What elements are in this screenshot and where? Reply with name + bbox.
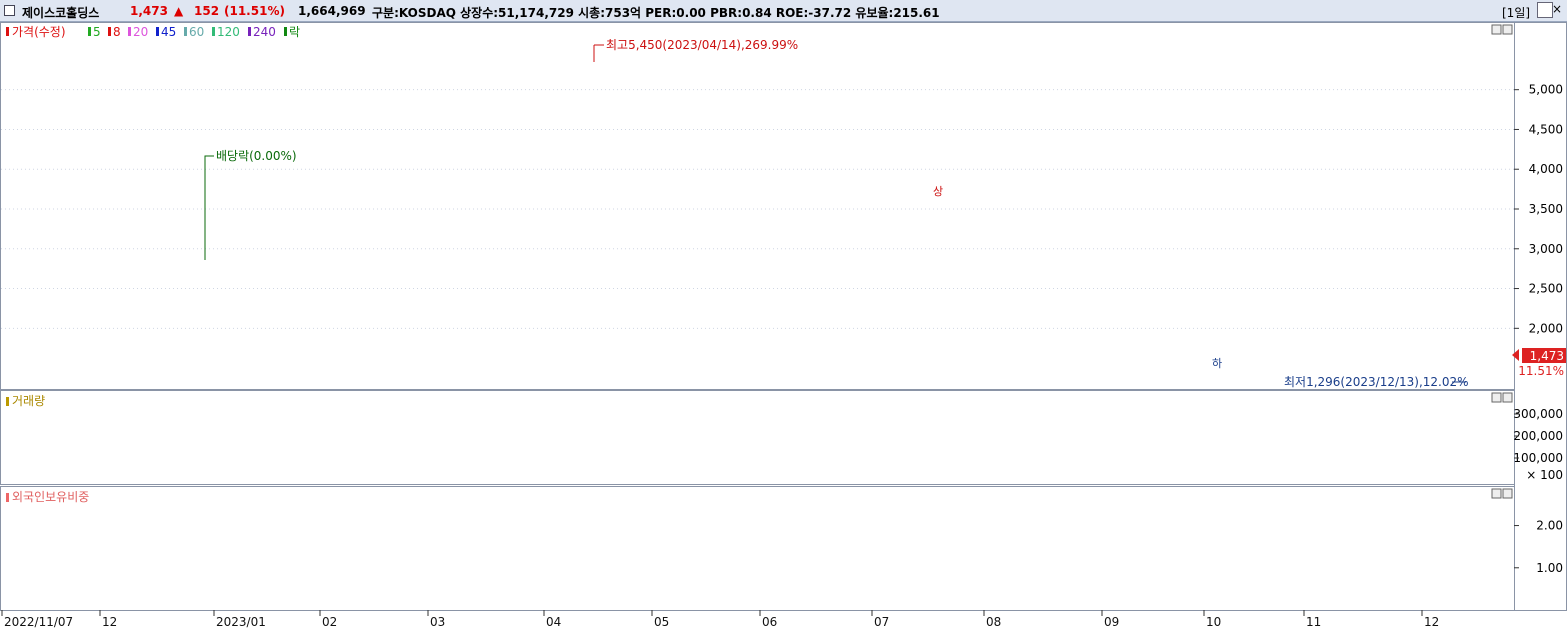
y-tick-label: 2,500 [1529,282,1563,296]
last-pct-label: 11.51% [1518,364,1564,378]
x-tick-label: 2023/01 [216,615,266,629]
legend-price: 가격(수정) [12,25,66,39]
foreign-tick-label: 2.00 [1536,519,1563,533]
select-checkbox[interactable] [4,5,15,16]
x-tick-label: 11 [1306,615,1321,629]
y-tick-label: 3,500 [1529,202,1563,216]
y-axis-area [1514,22,1567,611]
legend-ma: 120 [217,25,240,39]
volume-unit: × 100 [1526,468,1563,482]
panel-control-button [1502,392,1513,403]
stock-chart[interactable]: 2,000 2,500 3,000 3,500 4,000 4,500 5,000 100,0… [0,22,1567,630]
volume-tick-label: 300,000 [1513,407,1563,421]
stock-name[interactable]: 제이스코홀딩스 [22,6,100,20]
legend-marker [108,27,111,36]
legend-ma: 20 [133,25,148,39]
text-layer: 가격(수정) 5 8 20 45 60 120 240 락최고5,450(2023/04/14)… [6,25,1566,504]
change-arrow-icon: ▲ [174,4,184,18]
stock-info: 구분:KOSDAQ 상장수:51,174,729 시총:753억 PER:0.0… [372,6,940,20]
legend-marker [6,27,9,36]
y-tick-label: 4,000 [1529,162,1563,176]
legend-marker [184,27,187,36]
x-tick-label: 12 [1424,615,1439,629]
dividend-annotation: 배당락(0.00%) [216,149,297,163]
x-tick-label: 04 [546,615,561,629]
legend-marker [284,27,287,36]
dividend-pointer [204,155,214,260]
volume-tick-label: 200,000 [1513,429,1563,443]
legend-marker [128,27,131,36]
y-tick-label: 2,000 [1529,321,1563,335]
legend-marker [156,27,159,36]
panel-control-button [1491,488,1502,499]
low-annotation: 최저1,296(2023/12/13),12.02% [1284,375,1469,389]
x-tick-label: 09 [1104,615,1119,629]
y-tick-label: 4,500 [1529,122,1563,136]
x-tick-label: 03 [430,615,445,629]
panel-frame [0,22,1515,390]
last-price-arrow [1512,349,1519,361]
x-tick-label: 07 [874,615,889,629]
upper-limit-mark: 상 [933,185,943,198]
panel-control-button [1491,24,1502,35]
legend-ma: 8 [113,25,121,39]
legend-marker [6,397,9,406]
foreign-tick-label: 1.00 [1536,561,1563,575]
legend-ma: 60 [189,25,204,39]
panel-control-button [1502,24,1513,35]
volume-tick-label: 100,000 [1513,451,1563,465]
close-icon[interactable]: × [1552,2,1563,16]
current-price: 1,473 [130,4,168,18]
legend-marker [6,493,9,502]
legend-ma: 45 [161,25,176,39]
window-button[interactable] [1537,2,1553,18]
x-tick-label: 06 [762,615,777,629]
axis-layer: 2,000 2,500 3,000 3,500 4,000 4,500 5,000 100,0… [0,22,1567,629]
panel-control-button [1491,392,1502,403]
change-amount: 152 [194,4,220,18]
legend-marker [248,27,251,36]
last-price-box [1522,348,1566,363]
legend-marker [212,27,215,36]
lower-limit-mark: 하 [1212,356,1222,370]
x-tick-label: 02 [322,615,337,629]
x-tick-label: 12 [102,615,117,629]
period-selector[interactable]: [1일] [1502,6,1531,20]
x-tick-label: 05 [654,615,669,629]
panel-control-button [1502,488,1513,499]
legend-marker [88,27,91,36]
volume-panel-title: 거래량 [12,394,45,408]
y-tick-label: 3,000 [1529,242,1563,256]
change-percent: (11.51%) [224,4,285,18]
panel-frame [0,486,1515,611]
legend-ma: 5 [93,25,101,39]
y-tick-label: 5,000 [1529,83,1563,97]
last-price-label: 1,473 [1530,349,1564,363]
x-tick-label: 10 [1206,615,1221,629]
foreign-panel-title: 외국인보유비중 [12,490,89,504]
legend-drop: 락 [289,25,300,39]
x-tick-label: 2022/11/07 [4,615,73,629]
stock-header: 제이스코홀딩스 1,473 ▲ 152 (11.51%) 1,664,969 구… [0,0,1567,22]
x-tick-label: 08 [986,615,1001,629]
panel-frame [0,390,1515,485]
trade-volume: 1,664,969 [298,4,366,18]
high-annotation: 최고5,450(2023/04/14),269.99% [606,38,798,52]
legend-ma: 240 [253,25,276,39]
